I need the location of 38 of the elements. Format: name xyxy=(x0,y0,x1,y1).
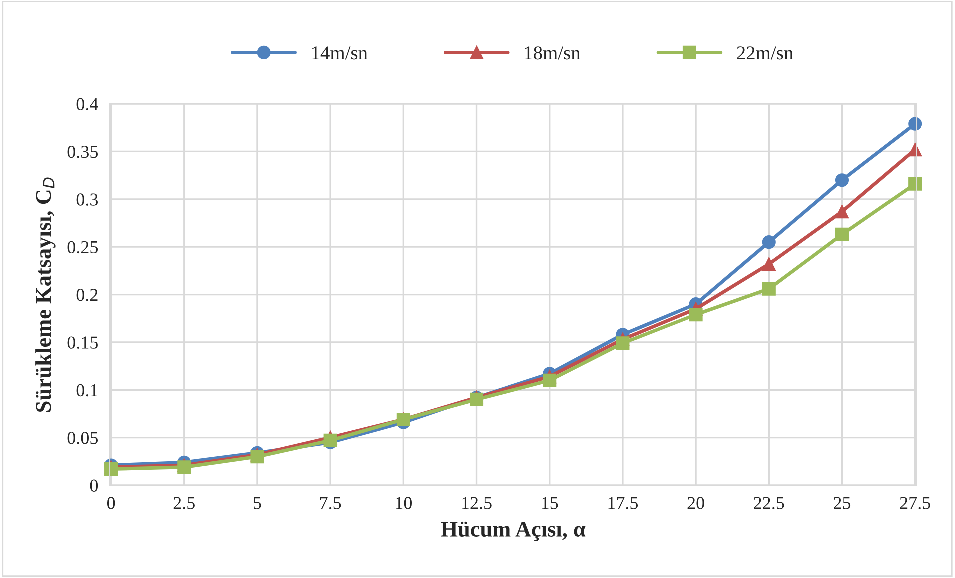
y-tick-label: 0.2 xyxy=(76,289,98,302)
point xyxy=(178,460,192,474)
x-axis-title: Hücum Açısı, α xyxy=(441,522,586,542)
x-tick-label: 27.5 xyxy=(900,497,930,510)
point xyxy=(543,374,557,388)
y-tick-label: 0 xyxy=(90,480,98,492)
y-axis-title: Sürükleme Katsayısı, C$_{D}$ xyxy=(36,178,56,412)
y-tick-label: 0.3 xyxy=(76,194,98,206)
point xyxy=(689,308,703,322)
point xyxy=(250,450,264,464)
point xyxy=(616,336,630,350)
legend-label: 14m/sn xyxy=(312,46,368,60)
point xyxy=(835,174,850,188)
x-tick-label: 15 xyxy=(542,497,558,510)
x-tick-label: 17.5 xyxy=(608,497,638,510)
y-tick-label: 0.1 xyxy=(76,384,98,397)
x-tick-label: 22.5 xyxy=(754,497,784,510)
y-tick-label: 0.4 xyxy=(76,98,98,111)
point xyxy=(762,236,776,250)
point xyxy=(835,228,850,242)
legend-label: 22m/sn xyxy=(737,46,794,60)
x-tick-label: 10 xyxy=(396,497,412,510)
y-tick-label: 0.25 xyxy=(68,241,98,254)
point xyxy=(762,282,776,296)
x-tick-label: 7.5 xyxy=(320,497,342,510)
y-tick-label: 0.05 xyxy=(68,432,98,444)
x-tick-label: 0 xyxy=(107,497,116,510)
point xyxy=(104,462,118,476)
y-tick-label: 0.15 xyxy=(68,336,98,349)
legend-label: 18m/sn xyxy=(525,46,581,60)
x-tick-label: 2.5 xyxy=(174,497,195,510)
point xyxy=(835,205,850,219)
y-tick-label: 0.35 xyxy=(68,146,98,158)
x-tick-label: 5 xyxy=(254,497,262,510)
point xyxy=(762,257,776,272)
x-tick-label: 12.5 xyxy=(462,497,492,510)
x-tick-label: 25 xyxy=(834,497,851,510)
x-tick-label: 20 xyxy=(688,497,704,510)
